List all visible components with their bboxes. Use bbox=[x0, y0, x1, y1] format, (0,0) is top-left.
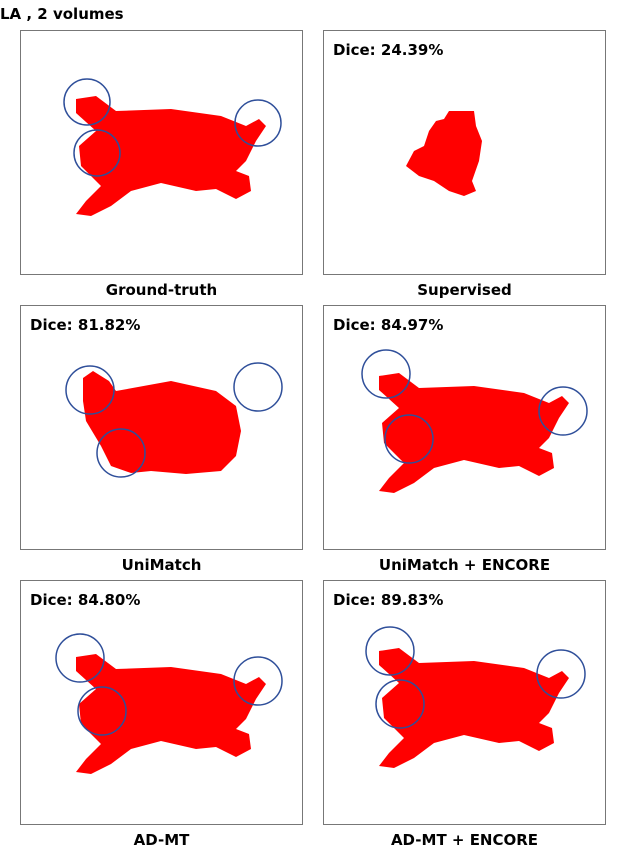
figure-title: LA , 2 volumes bbox=[0, 5, 124, 23]
highlight-circle bbox=[384, 414, 434, 464]
segmentation-mask bbox=[379, 373, 569, 493]
dice-score: Dice: 81.82% bbox=[30, 316, 141, 334]
panel-ad-mt-encore: Dice: 89.83% bbox=[323, 580, 606, 825]
dice-score: Dice: 24.39% bbox=[333, 41, 444, 59]
segmentation-mask bbox=[379, 648, 569, 768]
panel-ground-truth bbox=[20, 30, 303, 275]
caption-unimatch-encore: UniMatch + ENCORE bbox=[378, 556, 551, 574]
caption-ground-truth: Ground-truth bbox=[105, 281, 218, 299]
caption-ad-mt-encore: AD-MT + ENCORE bbox=[390, 831, 539, 849]
highlight-circle bbox=[233, 656, 283, 706]
highlight-circle bbox=[375, 679, 425, 729]
segmentation-mask bbox=[83, 371, 241, 474]
highlight-circle bbox=[361, 349, 411, 399]
dice-score: Dice: 89.83% bbox=[333, 591, 444, 609]
highlight-circle bbox=[536, 649, 586, 699]
highlight-circle bbox=[233, 362, 283, 412]
highlight-circle bbox=[55, 633, 105, 683]
panel-unimatch-encore: Dice: 84.97% bbox=[323, 305, 606, 550]
dice-score: Dice: 84.80% bbox=[30, 591, 141, 609]
segmentation-mask bbox=[76, 654, 266, 774]
highlight-circle bbox=[538, 386, 588, 436]
segmentation-mask bbox=[406, 111, 482, 196]
highlight-circle bbox=[77, 686, 127, 736]
highlight-circle bbox=[73, 129, 121, 177]
highlight-circle bbox=[234, 99, 282, 147]
panel-supervised: Dice: 24.39% bbox=[323, 30, 606, 275]
caption-unimatch: UniMatch bbox=[121, 556, 202, 574]
highlight-circle bbox=[63, 78, 111, 126]
panel-ad-mt: Dice: 84.80% bbox=[20, 580, 303, 825]
highlight-circle bbox=[65, 365, 115, 415]
highlight-circle bbox=[96, 428, 146, 478]
dice-score: Dice: 84.97% bbox=[333, 316, 444, 334]
caption-ad-mt: AD-MT bbox=[133, 831, 190, 849]
highlight-circle bbox=[365, 626, 415, 676]
panel-unimatch: Dice: 81.82% bbox=[20, 305, 303, 550]
caption-supervised: Supervised bbox=[417, 281, 512, 299]
